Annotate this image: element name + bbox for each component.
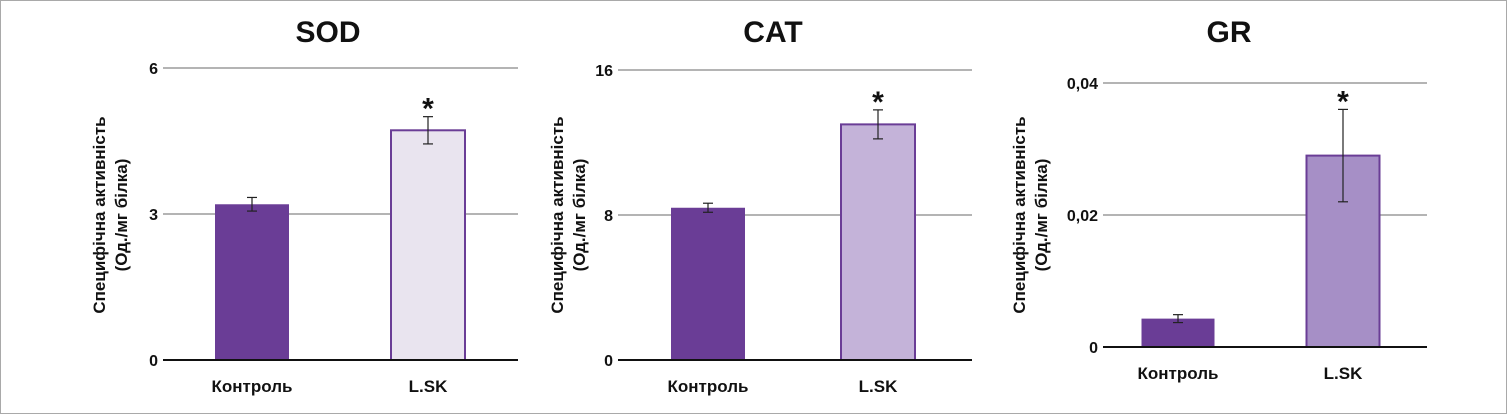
bar-control	[1141, 318, 1215, 347]
y-tick-label: 0	[149, 353, 158, 370]
y-tick-label: 0	[1089, 340, 1098, 357]
chart-title: GR	[1207, 16, 1252, 49]
significance-marker: *	[1337, 85, 1349, 118]
x-category-label: L.SK	[409, 377, 448, 396]
y-tick-label: 0,02	[1067, 208, 1098, 225]
bar-control	[215, 204, 289, 360]
bar-lsk	[390, 129, 466, 361]
chart-title: SOD	[295, 16, 360, 49]
y-tick-label: 16	[595, 63, 613, 80]
y-axis-label-line: (Од./мг білка)	[1032, 159, 1051, 272]
chart-panel-gr: GR 0 0,02 0,04 Контроль * L.SK Специфічна актив…	[1010, 16, 1427, 383]
bar-lsk	[840, 123, 916, 361]
y-axis-label-line: (Од./мг білка)	[570, 159, 589, 272]
y-axis-label-line: Специфічна активність	[90, 116, 109, 313]
x-category-label: L.SK	[1324, 364, 1363, 383]
x-category-label: L.SK	[859, 377, 898, 396]
x-category-label: Контроль	[668, 377, 749, 396]
chart-panel-sod: SOD 0 3 6 Контроль * L.SK Специфічна активність…	[90, 16, 518, 396]
y-axis-label-line: Специфічна активність	[548, 116, 567, 313]
y-axis-label: Специфічна активність (Од./мг білка)	[90, 116, 131, 313]
x-category-label: Контроль	[212, 377, 293, 396]
y-axis-label: Специфічна активність (Од./мг білка)	[1010, 116, 1051, 313]
bar-control	[671, 207, 745, 360]
y-axis-label-line: (Од./мг білка)	[112, 159, 131, 272]
x-category-label: Контроль	[1138, 364, 1219, 383]
y-tick-label: 6	[149, 61, 158, 78]
y-tick-label: 3	[149, 207, 158, 224]
significance-marker: *	[872, 86, 884, 119]
chart-panel-cat: CAT 0 8 16 Контроль * L.SK Специфічна активніст…	[548, 16, 972, 396]
y-axis-label-line: Специфічна активність	[1010, 116, 1029, 313]
y-tick-label: 8	[604, 208, 613, 225]
significance-marker: *	[422, 93, 434, 126]
y-tick-label: 0,04	[1067, 76, 1098, 93]
chart-title: CAT	[743, 16, 802, 49]
y-axis-label: Специфічна активність (Од./мг білка)	[548, 116, 589, 313]
y-tick-label: 0	[604, 353, 613, 370]
